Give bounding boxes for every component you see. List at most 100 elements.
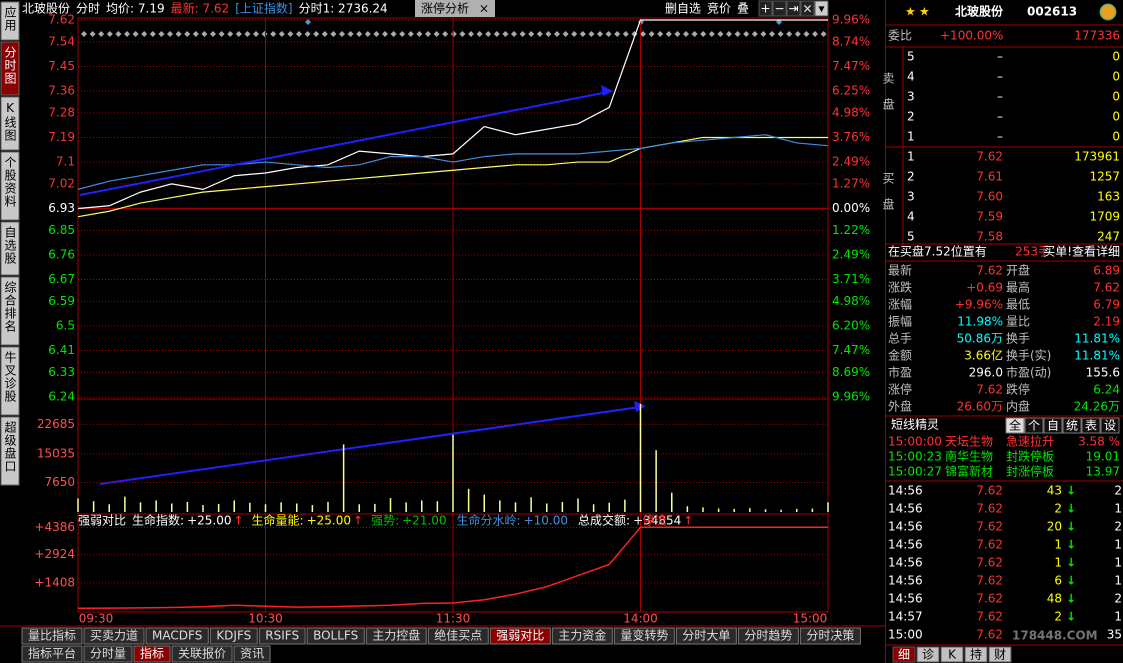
stat-label: 金额	[888, 348, 912, 363]
sidebar-tab[interactable]	[0, 276, 20, 346]
stat-label: 最新	[888, 263, 912, 278]
tab-label[interactable]: 绝佳买点	[434, 628, 482, 643]
sidebar-tab[interactable]	[0, 346, 20, 416]
tab[interactable]	[133, 645, 171, 663]
tab-label[interactable]: 强弱对比	[496, 629, 544, 643]
tab-label[interactable]: BOLLFS	[313, 629, 358, 643]
tab-label[interactable]: MACDFS	[152, 629, 202, 643]
tab[interactable]	[675, 627, 737, 645]
tab[interactable]	[799, 627, 861, 645]
event-marker	[132, 31, 139, 37]
tab-label[interactable]: 主力资金	[558, 628, 606, 643]
sprite-tab-label[interactable]: 个	[1028, 419, 1040, 433]
sidebar-tab-label[interactable]: 应用	[3, 5, 17, 32]
panel-tab[interactable]	[892, 646, 916, 663]
panel-tab-label[interactable]: 持	[970, 647, 982, 662]
sprite-tab[interactable]	[1100, 417, 1120, 434]
level-volume: 0	[1112, 50, 1120, 64]
tab-label[interactable]: 指标	[140, 646, 164, 661]
sidebar-tab[interactable]	[0, 96, 20, 151]
sidebar-tab-label[interactable]: 自选股	[3, 226, 17, 265]
panel-tab-label[interactable]: 细	[898, 648, 910, 662]
tab-label[interactable]: 量比指标	[28, 628, 76, 643]
tab-label[interactable]: 分时大单	[682, 629, 730, 643]
tab[interactable]	[365, 627, 427, 645]
tab[interactable]	[171, 645, 233, 663]
tool-button[interactable]	[800, 0, 815, 17]
sidebar-tab[interactable]	[0, 41, 20, 96]
tab[interactable]	[83, 627, 145, 645]
tab-label[interactable]: 主力控盘	[372, 628, 420, 643]
sprite-tab-label[interactable]: 统	[1066, 419, 1078, 433]
tab[interactable]	[613, 627, 675, 645]
tab[interactable]	[306, 627, 365, 645]
event-marker	[691, 31, 698, 37]
sidebar-tab-label[interactable]: 牛叉诊股	[3, 350, 17, 403]
tab-label[interactable]: RSIFS	[265, 629, 299, 643]
tool-button[interactable]	[814, 0, 829, 17]
tab[interactable]	[489, 627, 551, 645]
sidebar-tab[interactable]	[0, 221, 20, 276]
tool-button[interactable]	[758, 0, 773, 17]
sprite-tab[interactable]	[1081, 417, 1101, 434]
sprite-tab[interactable]	[1043, 417, 1063, 434]
event-marker	[786, 31, 793, 37]
tab[interactable]	[21, 627, 83, 645]
tab-label[interactable]: 分时趋势	[744, 629, 792, 643]
level-price: –	[997, 70, 1003, 84]
tab-label[interactable]: 分时量	[90, 647, 126, 661]
notice-link[interactable]: 买单!查看详细	[1043, 244, 1120, 259]
tab[interactable]	[209, 627, 258, 645]
analysis-tab-label[interactable]: 涨停分析	[421, 1, 469, 16]
panel-tab-label[interactable]: 诊	[922, 648, 934, 662]
panel-tab[interactable]	[988, 646, 1012, 663]
event-marker	[442, 31, 449, 37]
tab[interactable]	[233, 645, 271, 663]
tab-label[interactable]: KDJFS	[216, 629, 251, 643]
topbar-button[interactable]: 删自选	[665, 2, 701, 16]
sprite-tab[interactable]	[1005, 417, 1025, 434]
tab[interactable]	[551, 627, 613, 645]
sidebar-tab-label[interactable]: 个股资料	[3, 156, 17, 208]
tool-button[interactable]	[786, 0, 801, 17]
tool-button[interactable]	[772, 0, 787, 17]
sidebar-tab-label[interactable]: 超级盘口	[3, 420, 17, 473]
sprite-tab-label[interactable]: 自	[1047, 419, 1059, 433]
sidebar-tab-label[interactable]: 分时图	[3, 46, 17, 85]
tab[interactable]	[258, 627, 306, 645]
sidebar-tab[interactable]	[0, 416, 20, 486]
sprite-tab[interactable]	[1062, 417, 1082, 434]
tab-label[interactable]: 量变转势	[620, 628, 668, 643]
event-marker	[89, 31, 96, 37]
stat-value: 26.60万	[957, 400, 1003, 414]
panel-tab[interactable]	[964, 646, 988, 663]
panel-tab-label[interactable]: K	[948, 648, 957, 662]
topbar-button[interactable]: 竞价	[707, 2, 731, 16]
tab[interactable]	[83, 645, 133, 663]
tab-label[interactable]: 买卖力道	[90, 629, 138, 643]
tab-label[interactable]: 分时决策	[806, 629, 854, 643]
panel-tab-label[interactable]: 财	[994, 648, 1006, 662]
trade-volume: 2	[1054, 502, 1062, 516]
sidebar-tab-label[interactable]: 综合排名	[3, 281, 17, 333]
analysis-tab[interactable]	[415, 0, 495, 17]
tab-label[interactable]: 关联报价	[178, 646, 226, 661]
indicator-legend-value: +25.00	[187, 514, 231, 528]
tab-label[interactable]: 指标平台	[28, 646, 76, 661]
sidebar-tab-label[interactable]: K线图	[3, 101, 17, 142]
sidebar-tab[interactable]	[0, 151, 20, 221]
panel-tab[interactable]	[940, 646, 964, 663]
sprite-tab-label[interactable]: 表	[1085, 419, 1097, 433]
tab[interactable]	[145, 627, 209, 645]
event-marker	[597, 31, 603, 37]
sidebar-tab[interactable]	[0, 1, 20, 41]
sprite-tab-label[interactable]: 全	[1009, 418, 1021, 433]
topbar-button[interactable]: 叠	[737, 2, 749, 16]
tab-label[interactable]: 资讯	[240, 647, 264, 661]
tab[interactable]	[21, 645, 83, 663]
tab[interactable]	[737, 627, 799, 645]
tab[interactable]	[427, 627, 489, 645]
panel-tab[interactable]	[916, 646, 940, 663]
sprite-tab-label[interactable]: 设	[1104, 419, 1116, 433]
sprite-tab[interactable]	[1024, 417, 1044, 434]
